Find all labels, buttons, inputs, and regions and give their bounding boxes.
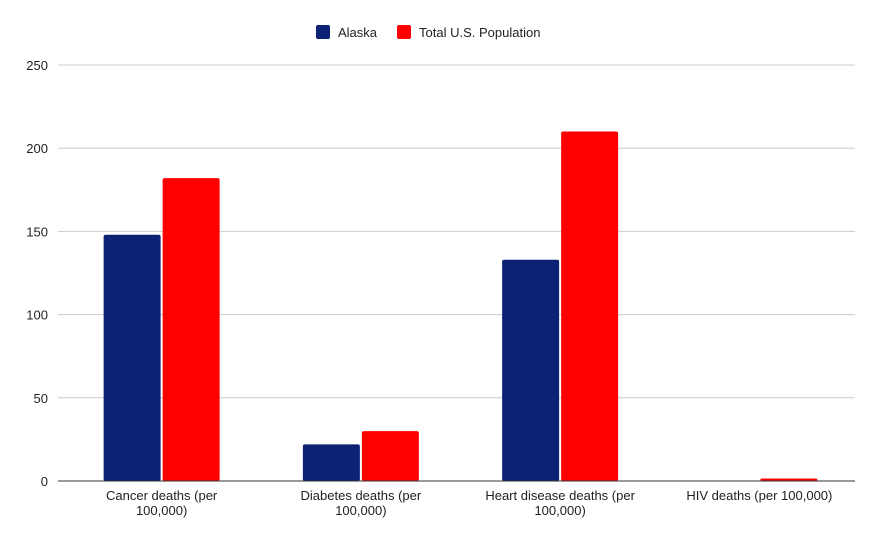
bar-alaska (103, 234, 161, 481)
y-tick-label: 200 (26, 141, 48, 156)
y-tick-label: 250 (26, 58, 48, 73)
legend-label: Alaska (338, 25, 378, 40)
x-tick-label: 100,000) (335, 503, 386, 518)
x-tick-label: HIV deaths (per 100,000) (686, 488, 832, 503)
y-tick-label: 100 (26, 308, 48, 323)
bar-total-u-s-population (162, 178, 220, 482)
legend-swatch (397, 25, 412, 39)
x-tick-label: Heart disease deaths (per (485, 488, 635, 503)
legend-label: Total U.S. Population (419, 25, 540, 40)
x-tick-label: 100,000) (136, 503, 187, 518)
legend-swatch (316, 25, 330, 39)
bar-alaska (302, 444, 360, 481)
y-tick-label: 0 (41, 474, 48, 489)
bar-total-u-s-population (361, 431, 419, 481)
y-tick-label: 50 (34, 391, 48, 406)
bar-total-u-s-population (760, 478, 818, 481)
x-tick-label: Cancer deaths (per (106, 488, 218, 503)
x-tick-label: 100,000) (534, 503, 585, 518)
y-tick-label: 150 (26, 224, 48, 239)
bar-alaska (502, 259, 560, 481)
x-tick-label: Diabetes deaths (per (301, 488, 422, 503)
bar-total-u-s-population (561, 131, 619, 481)
